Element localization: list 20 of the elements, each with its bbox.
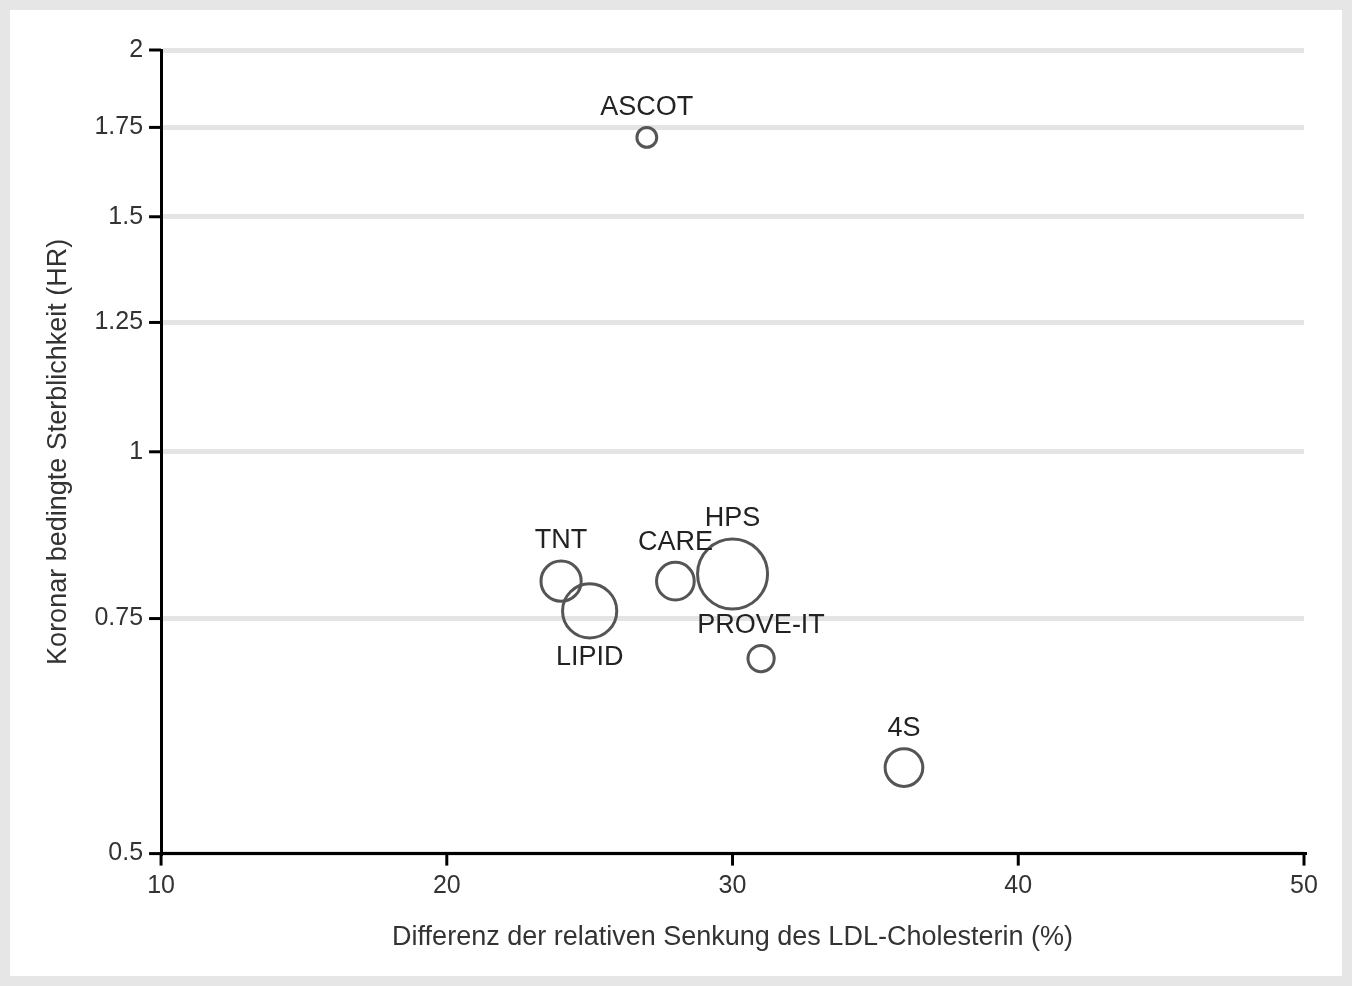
annotation: PROVE-IT	[697, 608, 825, 639]
annotation: LIPID	[555, 641, 624, 672]
y-tick-label: 0.75	[94, 602, 144, 631]
annotation: CARE	[637, 525, 713, 556]
x-tick-label: 10	[147, 870, 175, 899]
x-tick-label: 30	[718, 870, 747, 899]
y-tick-label: 0.5	[108, 837, 144, 866]
y-tick-label: 1.25	[94, 306, 144, 335]
y-axis-title: Koronar bedingte Sterblichkeit (HR)	[41, 238, 72, 665]
x-axis-title: Differenz der relativen Senkung des LDL-Cholesterin (%)	[392, 921, 1073, 952]
annotation: 4S	[887, 712, 921, 743]
annotation: ASCOT	[600, 90, 694, 121]
y-tick-label: 2	[129, 33, 144, 62]
y-tick-label: 1	[129, 435, 144, 464]
x-tick-label: 40	[1004, 870, 1033, 899]
x-tick-label: 50	[1290, 870, 1318, 899]
x-tick-label: 20	[432, 870, 461, 899]
y-tick-label: 1.5	[108, 200, 144, 229]
annotation: TNT	[534, 524, 588, 555]
y-tick-label: 1.75	[94, 111, 144, 140]
